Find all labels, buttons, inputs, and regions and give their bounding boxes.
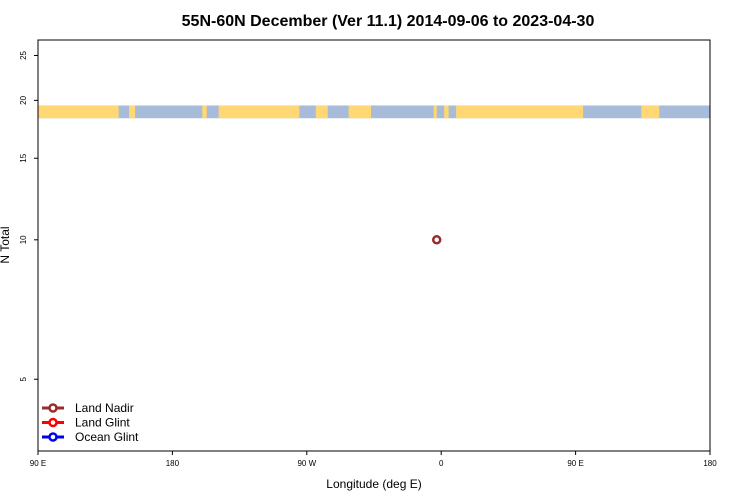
- x-tick-label: 90 E: [30, 459, 46, 468]
- x-axis-ticks: 90 E 180 90 W 0 90 E 180: [30, 451, 717, 468]
- y-tick-label: 25: [19, 50, 28, 59]
- map-strip-land: [444, 105, 449, 119]
- x-tick-label: 90 W: [297, 459, 316, 468]
- x-tick-label: 90 E: [567, 459, 583, 468]
- map-strip-land: [348, 105, 372, 119]
- chart-title: 55N-60N December (Ver 11.1) 2014-09-06 t…: [182, 13, 595, 30]
- y-tick-label: 5: [19, 376, 28, 381]
- map-strip-land: [456, 105, 584, 119]
- map-strip-land: [315, 105, 328, 119]
- map-strip-land: [641, 105, 660, 119]
- map-strip: [38, 105, 710, 119]
- x-tick-label: 180: [703, 459, 717, 468]
- x-tick-label: 0: [439, 459, 444, 468]
- map-strip-land: [38, 105, 119, 119]
- legend-marker: [48, 403, 58, 413]
- map-strip-ocean: [38, 105, 710, 119]
- data-point: [431, 235, 442, 245]
- map-strip-land: [218, 105, 300, 119]
- legend-label: Ocean Glint: [75, 430, 139, 444]
- x-axis-label: Longitude (deg E): [326, 477, 421, 491]
- data-points: [431, 235, 442, 245]
- map-strip-land: [202, 105, 207, 119]
- y-axis-label: N Total: [0, 226, 12, 263]
- map-strip-land: [129, 105, 136, 119]
- plot-frame: [37, 39, 711, 452]
- y-axis-ticks: 5 10 15 20 25: [19, 50, 38, 381]
- y-tick-label: 15: [19, 153, 28, 162]
- legend-marker: [48, 432, 58, 442]
- y-tick-label: 10: [19, 235, 28, 244]
- x-tick-label: 180: [166, 459, 180, 468]
- legend-label: Land Nadir: [75, 401, 134, 415]
- legend-marker: [48, 417, 58, 428]
- map-strip-land: [433, 105, 437, 119]
- legend-label: Land Glint: [75, 416, 130, 430]
- y-tick-label: 20: [19, 95, 28, 104]
